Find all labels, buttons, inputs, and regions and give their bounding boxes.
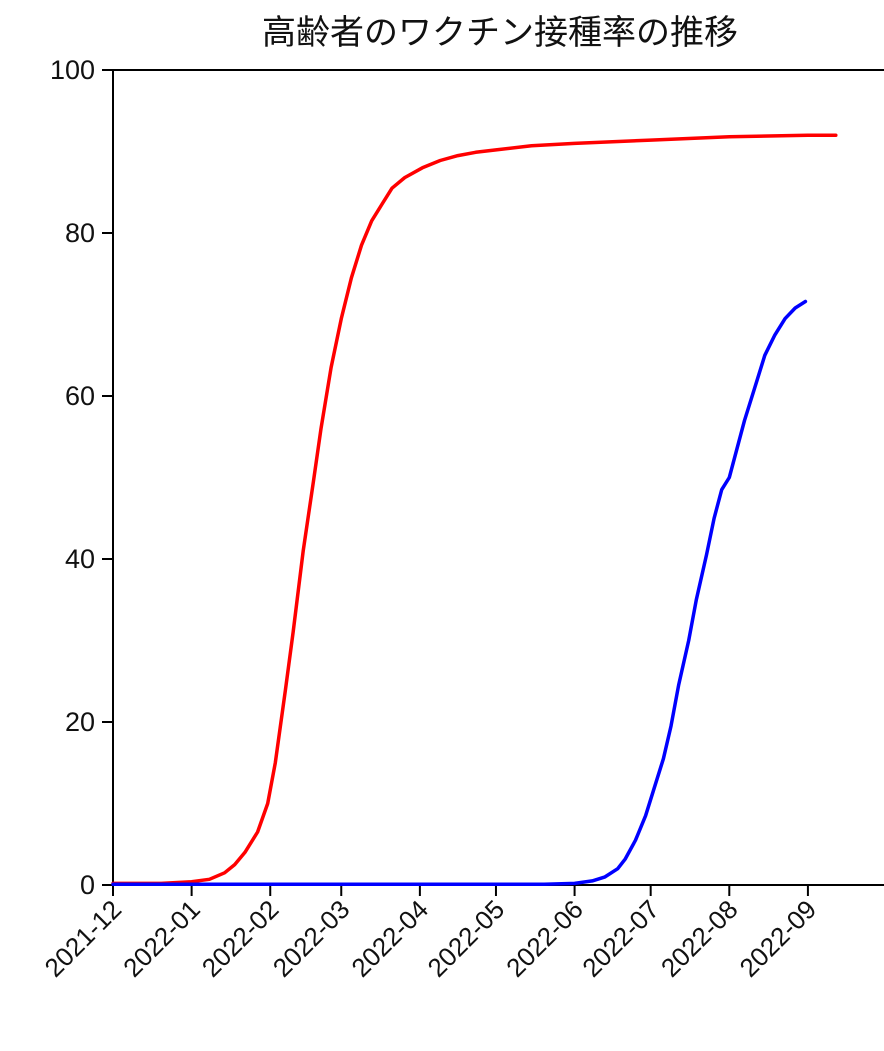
y-tick-label: 80: [65, 218, 95, 248]
x-tick-label: 2022-08: [655, 894, 744, 983]
x-tick-label: 2022-02: [196, 894, 285, 983]
y-tick-label: 40: [65, 544, 95, 574]
x-tick-label: 2022-04: [345, 894, 434, 983]
x-tick-label: 2022-09: [733, 894, 822, 983]
y-tick-label: 60: [65, 381, 95, 411]
y-tick-label: 0: [80, 870, 95, 900]
x-tick-label: 2021-12: [39, 894, 128, 983]
series-group: [111, 133, 838, 886]
series-line-1: [111, 133, 838, 886]
x-tick-label: 2022-01: [117, 894, 206, 983]
y-tick-label: 100: [50, 55, 95, 85]
y-axis: 0 20 40 60 80 100: [50, 55, 113, 900]
x-axis: 2021-122022-012022-022022-032022-042022-…: [39, 885, 822, 983]
x-tick-label: 2022-05: [422, 894, 511, 983]
y-tick-label: 20: [65, 707, 95, 737]
series-line-2: [111, 299, 808, 886]
x-tick-label: 2022-03: [267, 894, 356, 983]
chart-title: 高齢者のワクチン接種率の推移: [262, 13, 738, 53]
x-tick-label: 2022-06: [500, 894, 589, 983]
x-tick-label: 2022-07: [576, 894, 665, 983]
axes-frame: [112, 69, 884, 886]
